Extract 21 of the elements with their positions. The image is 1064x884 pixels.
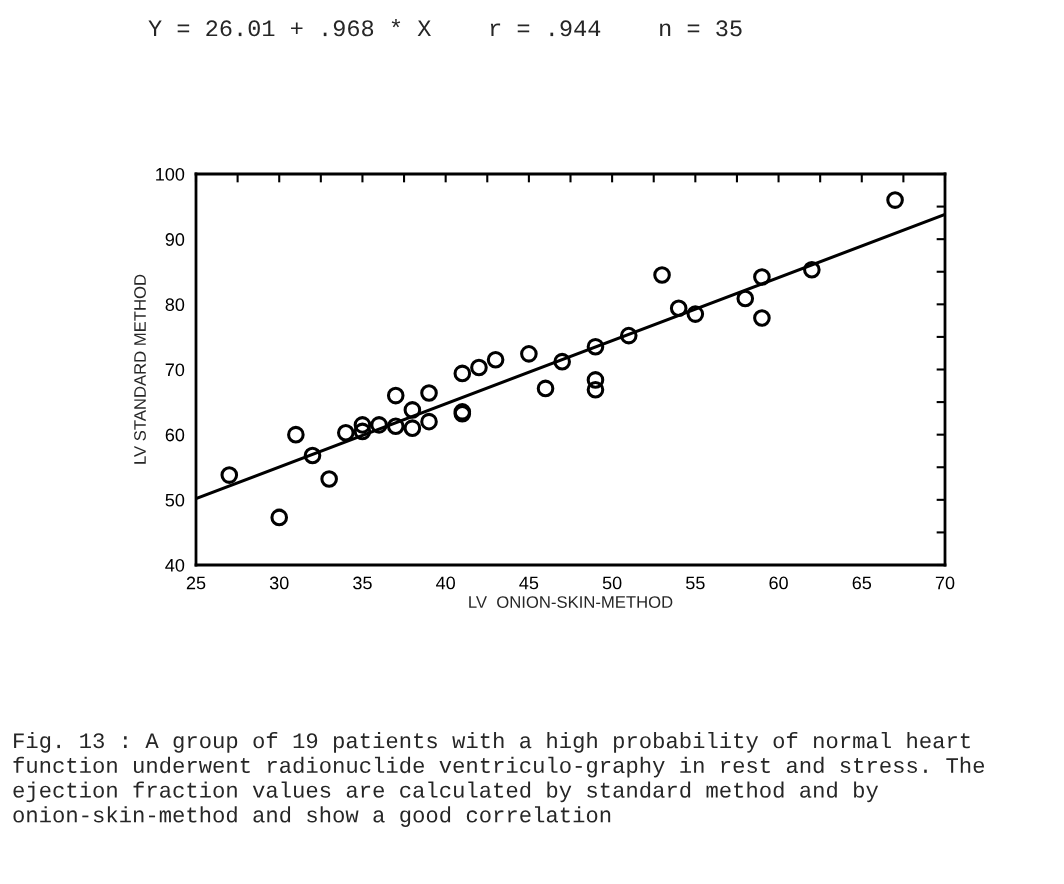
x-tick-label: 60 [769, 576, 788, 590]
x-tick-label: 35 [353, 576, 372, 590]
caption: Fig. 13 : A group of 19 patients with a high probability of normal heart function underwent radionuclide ventriculo-graphy in rest and stress. The ejection fraction values are calculated by standard method and by onion-skin-method and show a good correlation [13, 732, 985, 827]
y-tick-label: 60 [165, 428, 185, 442]
x-tick-label: 55 [686, 576, 705, 590]
y-tick-label: 100 [156, 167, 185, 181]
x-tick-label: 25 [186, 576, 206, 590]
x-tick-label: 70 [935, 576, 955, 590]
x-tick-label: 45 [519, 576, 539, 590]
y-tick-label: 40 [165, 558, 185, 572]
y-tick-label: 70 [165, 363, 185, 377]
x-tick-label: 50 [602, 576, 622, 590]
x-tick-label: 30 [269, 576, 289, 590]
x-axis-title: LV ONION-SKIN-METHOD [469, 596, 673, 608]
y-tick-label: 50 [165, 493, 185, 507]
y-tick-label: 80 [165, 298, 185, 312]
chart-title: Y = 26.01 + .968 * X r = .944 n = 35 [148, 19, 742, 37]
x-tick-label: 40 [436, 576, 455, 590]
x-tick-label: 65 [852, 576, 872, 590]
y-tick-label: 90 [165, 233, 185, 246]
y-axis-title: LV STANDARD METHOD [134, 274, 146, 464]
